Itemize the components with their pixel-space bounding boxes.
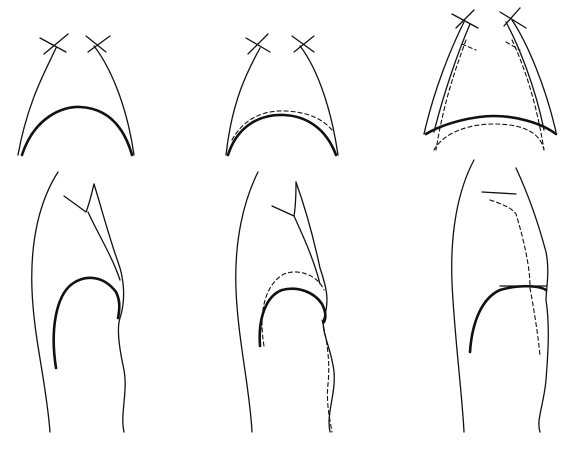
lateral-view-reference — [31, 171, 126, 433]
front-outline — [295, 181, 335, 433]
crossmark-right — [291, 35, 315, 53]
neck-line — [481, 191, 517, 195]
outline-right — [299, 45, 339, 156]
base-curve — [258, 287, 327, 348]
base-curve-shifted — [261, 271, 325, 347]
lateral-view-comparison-2 — [451, 159, 549, 433]
crossmark-left — [245, 33, 271, 55]
outline-left — [225, 47, 261, 156]
crossmark-right — [499, 7, 527, 29]
base-curve — [424, 114, 558, 136]
crossmark-right — [85, 35, 111, 53]
outline-left-inner — [433, 23, 471, 133]
base-curve-shifted — [231, 110, 333, 141]
outline-right — [93, 45, 135, 156]
lateral-view-comparison-1 — [235, 171, 335, 433]
front-outline — [93, 183, 126, 433]
front-outline-shifted — [321, 319, 333, 433]
crossmark-ghost — [461, 41, 521, 51]
crossmark-left — [39, 33, 69, 55]
inner-shadow-right — [511, 39, 545, 151]
front-contour — [293, 215, 321, 285]
base-curve — [226, 113, 338, 157]
front-outline-shifted — [529, 287, 541, 357]
outline-left — [17, 47, 57, 156]
base-curve — [468, 284, 548, 354]
back-outline — [235, 171, 259, 433]
outline-left-outer — [423, 21, 465, 135]
front-outline — [515, 167, 549, 433]
neck-line — [63, 183, 95, 213]
front-contour — [87, 211, 121, 281]
base-curve — [52, 276, 121, 370]
inner-shadow-left — [435, 39, 467, 151]
outline-right-outer — [511, 19, 557, 133]
back-outline — [451, 159, 475, 433]
base-curve — [20, 105, 134, 157]
neck-line — [271, 181, 297, 217]
inner-contour — [489, 199, 531, 287]
base-curve-shifted — [433, 123, 545, 151]
crossmark-left — [451, 9, 479, 29]
frontal-view-reference — [17, 33, 135, 157]
back-outline — [31, 171, 59, 433]
frontal-view-comparison-1 — [225, 33, 339, 157]
outline-right-inner — [505, 21, 545, 131]
frontal-view-comparison-2 — [423, 7, 558, 151]
